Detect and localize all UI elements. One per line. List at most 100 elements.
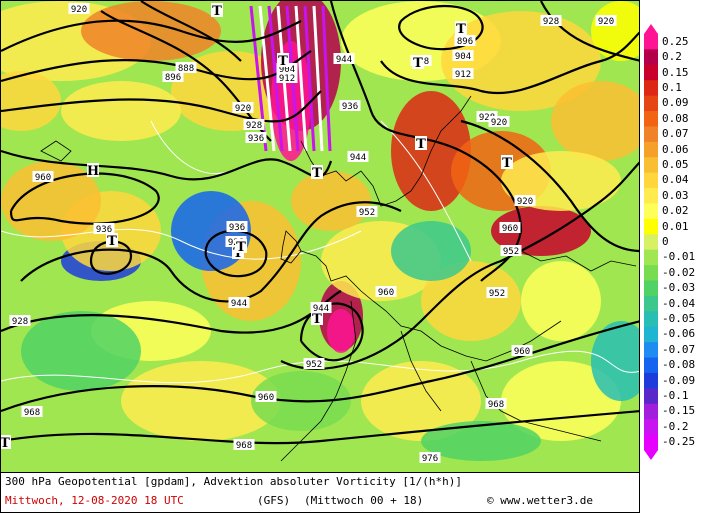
contour-label-box: [93, 223, 115, 234]
contour-label: 888: [178, 64, 194, 74]
colorbar-segment: [644, 388, 658, 405]
colorbar-label: 0.15: [662, 65, 689, 79]
contour-label: 944: [336, 55, 352, 65]
contour-label: 936: [229, 223, 245, 233]
colorbar-label: -0.09: [662, 373, 696, 387]
vorticity-patch: [551, 81, 639, 161]
colorbar-label: -0.03: [662, 281, 696, 295]
geopotential-isohypse: [1, 410, 639, 445]
zero-contour: [150, 120, 232, 175]
contour-label-box: [540, 15, 562, 26]
contour-label-box: [228, 297, 250, 308]
contour-label-box: [232, 102, 254, 113]
vorticity-patch: [421, 261, 521, 341]
colorbar-label: 0.2: [662, 50, 682, 64]
geopotential-isohypse: [204, 229, 268, 278]
low-pressure-marker: T: [502, 156, 512, 171]
coastline-iberia: [280, 300, 357, 462]
contour-label-box: [476, 111, 498, 122]
geopotential-isohypse: [380, 31, 639, 95]
contour-label-box: [488, 116, 510, 127]
colorbar-label: -0.06: [662, 327, 696, 341]
pressure-centre-box: [87, 163, 99, 177]
contour-label: 920: [71, 5, 87, 15]
contour-label: 960: [502, 224, 518, 234]
colorbar-label: -0.08: [662, 358, 696, 372]
contour-label-box: [452, 50, 474, 61]
vorticity-patch: [81, 1, 221, 61]
contour-label: 912: [279, 74, 295, 84]
colorbar-segment: [644, 295, 658, 312]
colorbar-segment: [644, 141, 658, 158]
zero-contour: [1, 350, 639, 384]
pressure-centre-box: [211, 3, 223, 17]
vorticity-patch: [1, 71, 61, 131]
contour-label: 928: [12, 317, 28, 327]
colorbar-segment: [644, 357, 658, 374]
contour-label: 904: [279, 65, 295, 75]
contour-label-box: [375, 286, 397, 297]
contour-label: 928: [543, 17, 559, 27]
colorbar-segment: [644, 326, 658, 343]
contour-label: 960: [258, 393, 274, 403]
vorticity-streak: [294, 5, 308, 152]
contour-label-box: [32, 171, 54, 182]
geopotential-isohypse: [280, 161, 639, 370]
pressure-centre-box: [277, 53, 289, 67]
pressure-centre-box: [1, 435, 11, 449]
contour-label-box: [514, 195, 536, 206]
colorbar-bottom-arrow: [644, 450, 658, 460]
contour-label-box: [595, 15, 617, 26]
colorbar-segment: [644, 372, 658, 389]
contour-label: 920: [491, 118, 507, 128]
colorbar-label: 0.1: [662, 80, 682, 94]
colorbar-label: 0.01: [662, 219, 689, 233]
zero-contour: [380, 120, 472, 262]
colorbar-label: 0.06: [662, 142, 689, 156]
colorbar-segment: [644, 403, 658, 420]
contour-label: 952: [306, 360, 322, 370]
pressure-centre-box: [311, 165, 323, 179]
coastlines: [40, 95, 637, 462]
contour-label: 904: [455, 52, 471, 62]
contour-label-box: [499, 222, 521, 233]
vorticity-patch: [591, 321, 639, 401]
contour-label: 920: [235, 104, 251, 114]
contour-label-box: [162, 71, 184, 82]
vorticity-patch: [327, 309, 355, 353]
coastline-east: [520, 250, 637, 272]
contour-label: 936: [96, 225, 112, 235]
colorbar-label: -0.02: [662, 265, 696, 279]
contour-label-box: [245, 132, 267, 143]
colorbar-label: -0.07: [662, 342, 696, 356]
contour-label: 944: [313, 304, 329, 314]
pressure-centre-box: [235, 239, 247, 253]
geopotential-isohypse: [460, 119, 639, 252]
pressure-centre-box: [501, 155, 513, 169]
contour-label-box: [9, 315, 31, 326]
footer-date: Mittwoch, 12-08-2020 18 UTC: [5, 494, 184, 507]
contour-label: 920: [598, 17, 614, 27]
colorbar-segment: [644, 218, 658, 235]
contour-label-box: [21, 406, 43, 417]
pressure-centre-box: [311, 311, 323, 325]
coastline-iceland: [40, 140, 72, 162]
colorbar-label: 0.03: [662, 188, 689, 202]
contour-label: 960: [378, 288, 394, 298]
contour-label-box: [226, 221, 248, 232]
contour-label-box: [454, 35, 476, 46]
contour-label: 936: [248, 134, 264, 144]
contour-label: 912: [455, 70, 471, 80]
colorbar-segment: [644, 249, 658, 266]
low-pressure-marker: T: [413, 56, 423, 71]
vorticity-patch: [441, 11, 601, 111]
contour-label-box: [68, 3, 90, 14]
high-pressure-marker: H: [87, 164, 99, 179]
pressure-centre-box: [106, 233, 118, 247]
vorticity-streak: [267, 5, 284, 152]
colorbar-segment: [644, 49, 658, 66]
footer-description: 300 hPa Geopotential [gpdam], Advektion …: [5, 475, 462, 488]
map-panel: 920 896 904 912 928 920 888 896 904 912 920 928 936 9…: [0, 0, 640, 473]
coastline-italy: [400, 330, 442, 412]
